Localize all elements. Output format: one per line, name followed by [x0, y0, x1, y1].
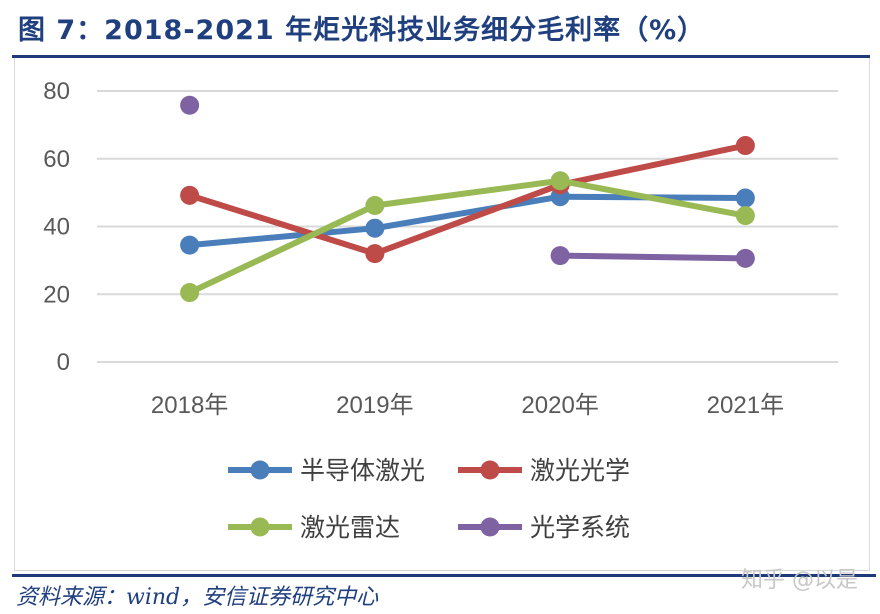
legend-item: 半导体激光	[228, 456, 425, 485]
data-point	[550, 171, 570, 191]
y-tick-label: 80	[43, 78, 70, 105]
chart-title: 图 7：2018-2021 年炬光科技业务细分毛利率（%）	[18, 15, 706, 46]
data-point	[180, 185, 200, 205]
legend-marker	[250, 460, 270, 480]
legend-marker	[480, 517, 500, 537]
series-line	[188, 177, 746, 296]
legend-item: 光学系统	[458, 513, 630, 542]
chart-frame	[14, 58, 870, 571]
legend-marker	[250, 517, 270, 537]
data-point	[180, 95, 200, 115]
x-tick-label: 2019年	[336, 392, 413, 419]
title-divider	[12, 55, 870, 58]
data-point	[735, 188, 755, 208]
legend-item: 激光雷达	[228, 513, 400, 542]
y-tick-label: 60	[43, 146, 70, 173]
data-point	[735, 248, 755, 268]
y-tick-label: 0	[57, 349, 70, 376]
watermark: 知乎 @以是	[741, 568, 858, 593]
source-note: 资料来源：wind，安信证券研究中心	[16, 585, 379, 610]
legend-label: 激光雷达	[300, 513, 400, 542]
series-3	[180, 95, 755, 268]
series-2	[180, 171, 755, 303]
data-point	[365, 244, 385, 264]
series-line	[188, 142, 746, 257]
data-point	[735, 136, 755, 156]
data-point	[365, 195, 385, 215]
data-point	[735, 206, 755, 226]
data-point	[550, 246, 570, 266]
data-point	[180, 283, 200, 303]
x-tick-label: 2021年	[707, 392, 784, 419]
legend-item: 激光光学	[458, 456, 630, 485]
legend-label: 半导体激光	[300, 456, 425, 485]
legend-marker	[480, 460, 500, 480]
y-tick-label: 20	[43, 281, 70, 308]
legend-label: 光学系统	[530, 513, 630, 542]
footer-divider	[12, 574, 876, 577]
series-line	[560, 252, 746, 262]
data-point	[365, 218, 385, 238]
x-tick-label: 2018年	[151, 392, 228, 419]
y-tick-label: 40	[43, 214, 70, 241]
legend-label: 激光光学	[530, 456, 630, 485]
data-point	[180, 235, 200, 255]
x-tick-label: 2020年	[521, 392, 598, 419]
